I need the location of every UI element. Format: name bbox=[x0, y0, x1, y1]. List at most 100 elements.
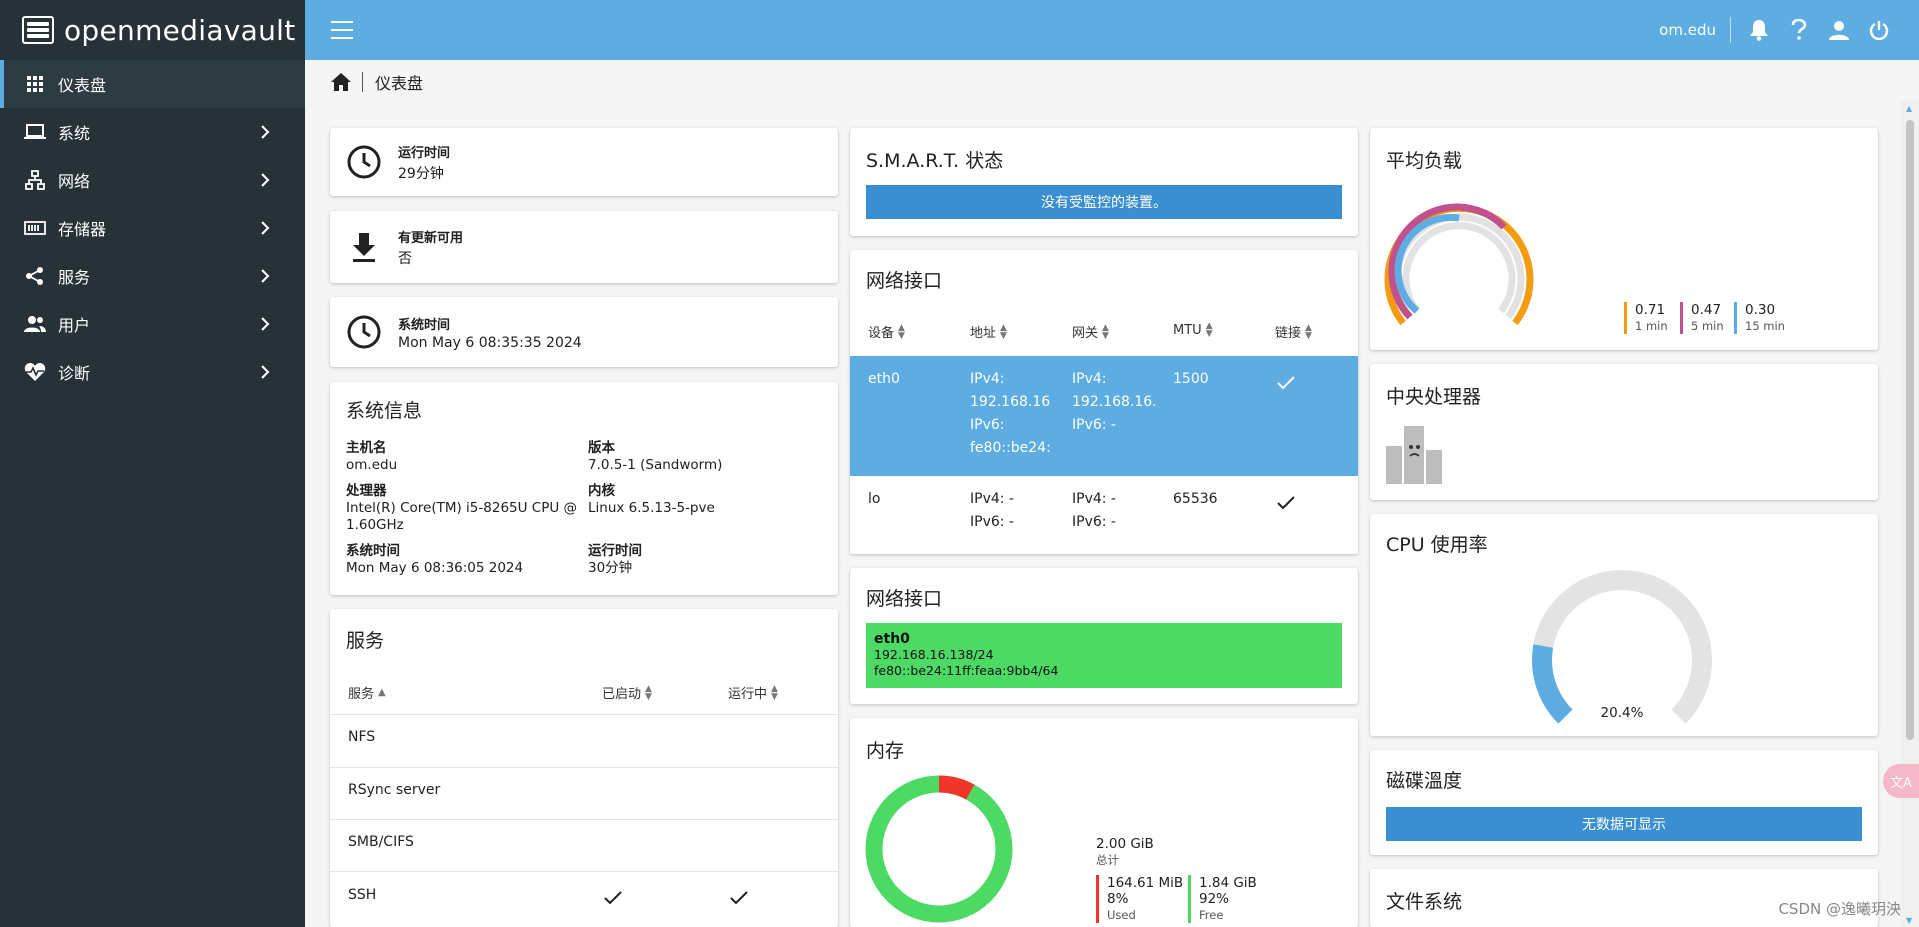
table-row: SMB/CIFS bbox=[348, 834, 414, 850]
load-legend-5min: 0.47 5 min bbox=[1680, 302, 1724, 334]
sad-chart-placeholder-icon bbox=[1386, 426, 1442, 484]
gateway-cell: IPv4: - IPv6: - bbox=[1072, 488, 1116, 534]
load-average-gauge bbox=[1384, 203, 1534, 326]
column-header-mtu[interactable]: MTU ▲ ▼ bbox=[1173, 322, 1213, 339]
kernel-field: 内核 Linux 6.5.13-5-pve bbox=[588, 483, 715, 517]
address-line: IPv6: bbox=[970, 417, 1005, 433]
table-row-selected[interactable]: eth0 IPv4: 192.168.16.13 IPv6: fe80::be2… bbox=[850, 356, 1358, 476]
brand[interactable]: openmediavault bbox=[0, 0, 305, 60]
version-field: 版本 7.0.5-1 (Sandworm) bbox=[588, 440, 722, 474]
field-value: Mon May 6 08:36:05 2024 bbox=[346, 560, 524, 576]
column-header-link[interactable]: 链接 ▲ ▼ bbox=[1275, 322, 1312, 341]
field-label: 运行时间 bbox=[588, 543, 642, 559]
sidebar-item-label: 系统 bbox=[58, 124, 91, 143]
system-time-value: Mon May 6 08:35:35 2024 bbox=[398, 334, 582, 351]
topbar: om.edu bbox=[305, 0, 1919, 60]
card-title: S.M.A.R.T. 状态 bbox=[866, 150, 1004, 172]
field-value: om.edu bbox=[346, 457, 398, 473]
sidebar-item-users[interactable]: 用户 bbox=[0, 300, 305, 348]
card-title: 系统信息 bbox=[346, 400, 423, 422]
update-label: 有更新可用 bbox=[398, 230, 464, 246]
header-label: 设备 bbox=[868, 326, 895, 341]
memory-used-label: Used bbox=[1107, 908, 1136, 922]
interface-tile-eth0[interactable]: eth0 192.168.16.138/24 fe80::be24:11ff:f… bbox=[866, 623, 1342, 688]
header-label: 运行中 bbox=[728, 687, 768, 702]
help-icon[interactable] bbox=[1779, 10, 1819, 50]
column-header-service[interactable]: 服务 ▲ bbox=[348, 683, 386, 702]
disk-temperature-card: 磁碟溫度 无数据可显示 bbox=[1370, 750, 1878, 855]
chevron-right-icon bbox=[261, 269, 270, 283]
gateway-cell: IPv4: 192.168.16.2 IPv6: - bbox=[1072, 368, 1156, 437]
address-cell: IPv4: - IPv6: - bbox=[970, 488, 1014, 534]
table-row: NFS bbox=[348, 729, 376, 745]
divider bbox=[1730, 17, 1731, 43]
column-header-address[interactable]: 地址 ▲ ▼ bbox=[970, 322, 1007, 341]
sidebar-item-services[interactable]: 服务 bbox=[0, 252, 305, 300]
address-line: 192.168.16.13 bbox=[970, 394, 1050, 410]
device-cell: lo bbox=[868, 491, 881, 507]
gateway-line: IPv4: - bbox=[1072, 491, 1116, 507]
scroll-up-icon[interactable]: ▲ bbox=[1906, 104, 1913, 113]
field-label: 版本 bbox=[588, 440, 615, 456]
field-value: 7.0.5-1 (Sandworm) bbox=[588, 457, 723, 473]
field-label: 内核 bbox=[588, 483, 615, 499]
load-value: 0.47 bbox=[1691, 302, 1722, 318]
load-value: 0.71 bbox=[1635, 302, 1666, 318]
scroll-down-icon[interactable]: ▼ bbox=[1906, 916, 1913, 925]
uptime-card: 运行时间 29分钟 bbox=[330, 128, 838, 196]
page-scrollbar[interactable]: ▲ ▼ bbox=[1901, 100, 1919, 927]
device-cell: eth0 bbox=[868, 371, 900, 387]
memory-total-value: 2.00 GiB bbox=[1096, 836, 1154, 852]
power-icon[interactable] bbox=[1859, 10, 1899, 50]
interface-name: eth0 bbox=[874, 631, 910, 647]
gateway-line: IPv6: - bbox=[1072, 514, 1116, 530]
memory-used-arc bbox=[865, 775, 1013, 923]
memory-free-value: 1.84 GiB bbox=[1199, 875, 1257, 891]
address-line: fe80::be24:1 bbox=[970, 440, 1050, 456]
column-header-running[interactable]: 运行中 ▲ ▼ bbox=[728, 683, 778, 702]
column-header-enabled[interactable]: 已启动 ▲ ▼ bbox=[602, 683, 652, 702]
memory-used-pct: 8% bbox=[1107, 891, 1129, 907]
column-header-gateway[interactable]: 网关 ▲ ▼ bbox=[1072, 322, 1109, 341]
sidebar-item-diagnostics[interactable]: 诊断 bbox=[0, 348, 305, 396]
header-label: 链接 bbox=[1275, 326, 1302, 341]
menu-toggle-icon[interactable] bbox=[331, 21, 353, 39]
sidebar-item-system[interactable]: 系统 bbox=[0, 108, 305, 156]
sidebar-item-network[interactable]: 网络 bbox=[0, 156, 305, 204]
chevron-right-icon bbox=[261, 365, 270, 379]
cpu-gauge-value-arc bbox=[1532, 644, 1573, 724]
home-icon[interactable] bbox=[330, 72, 352, 92]
sidebar-item-dashboard[interactable]: 仪表盘 bbox=[0, 60, 305, 108]
load-label: 15 min bbox=[1745, 319, 1785, 333]
field-value: 30分钟 bbox=[588, 560, 633, 576]
system-info-card: 系统信息 主机名 om.edu 版本 7.0.5-1 (Sandworm) 处理… bbox=[330, 382, 838, 595]
gateway-line: IPv4: bbox=[1072, 371, 1107, 387]
user-account-icon[interactable] bbox=[1819, 10, 1859, 50]
system-time-label: 系统时间 bbox=[398, 317, 451, 333]
mtu-cell: 65536 bbox=[1173, 491, 1218, 507]
network-icon bbox=[24, 169, 46, 191]
sidebar: openmediavault 仪表盘 系统 网络 存储器 bbox=[0, 0, 305, 927]
card-title: 磁碟溫度 bbox=[1386, 770, 1463, 792]
smart-status-card: S.M.A.R.T. 状态 没有受監控的装置。 bbox=[850, 128, 1358, 236]
memory-free-label: Free bbox=[1199, 908, 1224, 922]
load-label: 1 min bbox=[1635, 319, 1668, 333]
disk-temp-empty-message: 无数据可显示 bbox=[1386, 807, 1862, 841]
interface-ipv4: 192.168.16.138/24 bbox=[874, 647, 994, 662]
column-header-device[interactable]: 设备 ▲ ▼ bbox=[868, 322, 905, 341]
check-icon bbox=[1277, 376, 1295, 390]
card-title: 平均负载 bbox=[1386, 150, 1463, 172]
translate-icon[interactable]: 文A bbox=[1883, 764, 1919, 798]
check-icon bbox=[1277, 496, 1295, 510]
memory-used-value: 164.61 MiB bbox=[1107, 875, 1184, 891]
sort-icon: ▲ ▼ bbox=[645, 683, 652, 702]
scrollbar-thumb[interactable] bbox=[1906, 120, 1914, 740]
download-icon bbox=[353, 233, 375, 262]
notifications-bell-icon[interactable] bbox=[1739, 10, 1779, 50]
storage-icon bbox=[24, 217, 46, 239]
cpu-field: 处理器 Intel(R) Core(TM) i5-8265U CPU @ 1.6… bbox=[346, 483, 577, 534]
uptime-value: 29分钟 bbox=[398, 165, 444, 182]
divider bbox=[330, 767, 838, 768]
breadcrumb-current: 仪表盘 bbox=[375, 74, 424, 93]
sidebar-item-storage[interactable]: 存储器 bbox=[0, 204, 305, 252]
